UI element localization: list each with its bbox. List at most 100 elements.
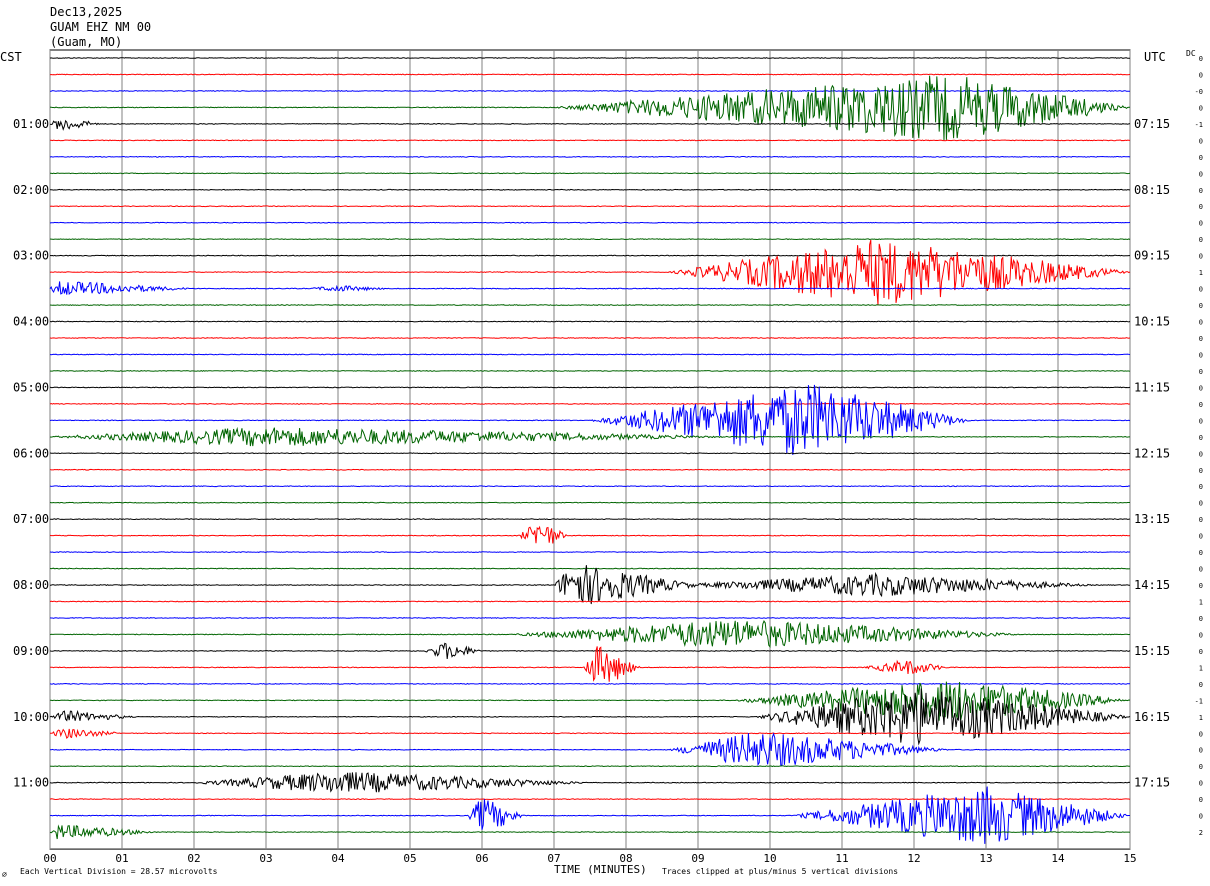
dc-offset-label: -1	[1195, 121, 1203, 129]
dc-offset-label: 0	[1199, 384, 1203, 392]
seismic-trace	[50, 139, 1131, 142]
seismic-trace	[49, 239, 1131, 306]
x-tick-label: 07	[547, 852, 560, 865]
dc-offset-label: 0	[1199, 319, 1203, 327]
seismic-trace	[50, 172, 1131, 175]
x-tick-label: 00	[43, 852, 56, 865]
dc-offset-label: 0	[1199, 220, 1203, 228]
dc-offset-label: 0	[1199, 170, 1203, 178]
dc-offset-label: 0	[1199, 730, 1203, 738]
utc-time-label: 15:15	[1134, 644, 1170, 658]
dc-offset-label: 0	[1199, 549, 1203, 557]
seismic-trace	[49, 452, 1131, 455]
dc-offset-label: 0	[1199, 796, 1203, 804]
cst-time-label: 02:00	[13, 183, 49, 197]
utc-time-label: 12:15	[1134, 446, 1170, 460]
dc-offset-label: 0	[1199, 582, 1203, 590]
seismic-trace	[49, 617, 1131, 619]
dc-offset-label: 0	[1199, 104, 1203, 112]
seismic-trace	[50, 728, 1131, 740]
dc-offset-label: 0	[1199, 813, 1203, 821]
utc-time-label: 10:15	[1134, 315, 1170, 329]
dc-offset-label: 0	[1199, 401, 1203, 409]
dc-offset-label: 0	[1199, 71, 1203, 79]
dc-offset-label: 0	[1199, 615, 1203, 623]
dc-offset-label: 0	[1199, 203, 1203, 211]
dc-offset-label: 0	[1199, 500, 1203, 508]
utc-time-label: 11:15	[1134, 380, 1170, 394]
cst-time-label: 09:00	[13, 644, 49, 658]
x-axis-title: TIME (MINUTES)	[554, 863, 647, 876]
utc-time-label: 09:15	[1134, 249, 1170, 263]
seismic-trace	[49, 565, 1130, 605]
seismic-trace	[49, 320, 1131, 323]
clip-note: Traces clipped at plus/minus 5 vertical …	[662, 867, 899, 876]
dc-offset-label: 0	[1199, 631, 1203, 639]
x-tick-label: 01	[115, 852, 128, 865]
x-tick-label: 13	[979, 852, 992, 865]
seismic-trace	[49, 772, 1131, 793]
dc-offset-label: 1	[1199, 269, 1203, 277]
seismic-trace	[49, 205, 1131, 208]
seismic-trace	[49, 254, 1130, 257]
seismic-trace	[50, 732, 1131, 767]
seismic-trace	[49, 600, 1131, 603]
dc-offset-label: 0	[1199, 55, 1203, 63]
x-tick-label: 09	[691, 852, 704, 865]
dc-offset-label: 1	[1199, 599, 1203, 607]
dc-offset-label: 0	[1199, 253, 1203, 261]
dc-offset-label: 0	[1199, 516, 1203, 524]
logo-mark: ⌀	[2, 870, 7, 879]
x-tick-label: 11	[835, 852, 848, 865]
dc-offset-label: -0	[1195, 88, 1203, 96]
seismic-trace	[49, 468, 1131, 471]
utc-time-label: 17:15	[1134, 776, 1170, 790]
cst-time-label: 07:00	[13, 512, 49, 526]
seismic-trace	[49, 426, 1130, 447]
seismic-trace	[49, 337, 1131, 339]
seismic-trace	[49, 646, 1131, 682]
seismic-trace	[49, 620, 1131, 649]
dc-header: DC	[1186, 49, 1196, 58]
utc-time-label: 14:15	[1134, 578, 1170, 592]
dc-offset-label: 1	[1199, 714, 1203, 722]
seismic-trace	[50, 90, 1131, 92]
dc-offset-label: 0	[1199, 566, 1203, 574]
dc-offset-label: 0	[1199, 351, 1203, 359]
dc-offset-label: 0	[1199, 137, 1203, 145]
cst-time-label: 03:00	[13, 249, 49, 263]
dc-offset-label: 2	[1199, 829, 1203, 837]
x-tick-label: 15	[1123, 852, 1136, 865]
seismic-trace	[49, 281, 1131, 295]
dc-offset-label: 0	[1199, 302, 1203, 310]
x-tick-label: 04	[331, 852, 345, 865]
dc-offset-label: 0	[1199, 681, 1203, 689]
seismic-trace	[49, 370, 1131, 372]
seismic-trace	[49, 188, 1131, 191]
cst-time-label: 08:00	[13, 578, 49, 592]
seismic-trace	[49, 824, 1131, 840]
plot-frame	[49, 49, 1131, 850]
seismic-trace	[49, 567, 1131, 570]
cst-time-label: 05:00	[13, 380, 49, 394]
seismic-trace	[49, 384, 1131, 456]
cst-axis-label: CST	[0, 50, 22, 64]
utc-time-label: 16:15	[1134, 710, 1170, 724]
seismic-trace	[49, 485, 1131, 488]
dc-offset-label: -1	[1195, 697, 1203, 705]
dc-offset-label: 0	[1199, 648, 1203, 656]
cst-time-label: 06:00	[13, 446, 49, 460]
seismic-trace	[49, 551, 1131, 553]
seismic-trace	[49, 525, 1131, 544]
seismic-trace	[49, 501, 1130, 504]
x-tick-label: 14	[1051, 852, 1065, 865]
cst-time-label: 10:00	[13, 710, 49, 724]
seismic-trace	[49, 57, 1131, 59]
cst-time-label: 04:00	[13, 315, 49, 329]
x-tick-label: 03	[259, 852, 272, 865]
station-location: (Guam, MO)	[50, 35, 123, 49]
seismic-trace	[49, 765, 1130, 768]
dc-offset-label: 0	[1199, 154, 1203, 162]
utc-time-label: 13:15	[1134, 512, 1170, 526]
seismic-trace	[49, 386, 1131, 389]
